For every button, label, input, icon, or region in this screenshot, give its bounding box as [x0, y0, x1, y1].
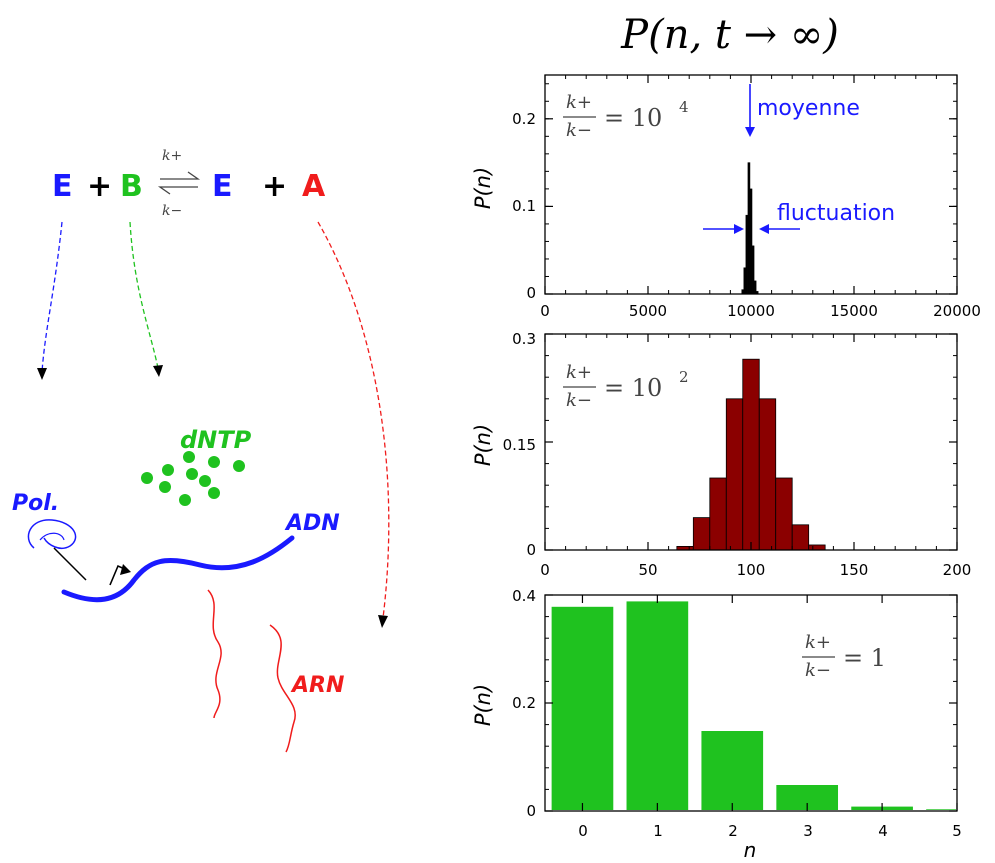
dntp-label: dNTP — [180, 426, 252, 454]
reaction-a: A — [302, 169, 326, 204]
panel-3-xtick-label: 4 — [878, 822, 888, 840]
panel-2-ratio-label: k+ k− = 10 2 — [563, 362, 689, 411]
panel-2-xtick-label: 0 — [540, 561, 550, 579]
panel-2-bar — [725, 398, 744, 551]
panel-3-bar — [699, 729, 766, 812]
rate-k-plus: k+ — [162, 148, 182, 164]
panel-3-xtick-label: 2 — [728, 822, 738, 840]
chart-marks — [544, 74, 958, 813]
panel-1-bar — [747, 162, 751, 295]
panel-1-bar — [749, 188, 753, 295]
panel-2-ratio-num: k+ — [566, 362, 592, 383]
panel-2-ytick-label: 0.3 — [512, 330, 536, 348]
arrow-e-to-pol — [41, 221, 63, 373]
panel-1-ytick-label: 0.1 — [512, 197, 536, 215]
panel-3-ytick-label: 0.4 — [512, 587, 536, 605]
reaction-plus1: + — [87, 169, 112, 204]
panel-1-bar — [745, 214, 749, 295]
fluctuation-label: fluctuation — [777, 201, 895, 226]
reaction-b: B — [120, 169, 143, 204]
panel-2-ytick-label: 0 — [526, 541, 536, 559]
fluctuation-annotation: fluctuation — [703, 201, 895, 234]
panel-2-bar — [808, 544, 826, 551]
panel-2-bar — [791, 524, 810, 551]
panel-2-bar — [742, 358, 760, 551]
panel-1-ratio-exp: 4 — [679, 98, 689, 116]
panel-3-ratio-rhs: = 1 — [843, 644, 886, 672]
panel-2-xtick-label: 50 — [638, 561, 657, 579]
dntp-dots — [141, 451, 245, 506]
panel-1-xtick-label: 10000 — [727, 302, 775, 320]
rna-strand-1 — [207, 589, 222, 719]
panel-2-ylabel: P(n) — [471, 424, 495, 466]
panel-1-xtick-label: 15000 — [830, 302, 878, 320]
dna-strand — [61, 535, 295, 603]
panel-2-bar — [692, 517, 711, 551]
panel-1-xtick-label: 5000 — [629, 302, 667, 320]
panel-1-bar — [753, 280, 757, 295]
arrow-b-to-dntp — [129, 221, 159, 369]
arn-label: ARN — [290, 673, 344, 698]
panel-2-xtick-label: 100 — [737, 561, 766, 579]
arrow-b-head-icon — [153, 365, 163, 377]
rate-k-minus: k− — [162, 203, 182, 219]
panel-3-ratio-num: k+ — [805, 632, 831, 653]
panel-1-ratio-rhs: = 10 — [604, 104, 662, 132]
panel-3-ytick-label: 0 — [526, 802, 536, 820]
panel-1-bar — [743, 267, 747, 295]
panel-3-xtick-label: 1 — [653, 822, 663, 840]
arrow-a-to-arn — [317, 221, 390, 619]
panel-3-ytick-label: 0.2 — [512, 694, 536, 712]
reaction-scheme: E + B k+ k− E + A dNTP Pol. ADN — [12, 148, 390, 753]
panel-2-bar — [775, 477, 793, 551]
panel-3-ylabel: P(n) — [471, 684, 495, 726]
panel-3-bar — [549, 604, 616, 812]
panel-3-ratio-den: k− — [805, 660, 831, 681]
panel-1-xtick-label: 0 — [540, 302, 550, 320]
panel-1-ratio-den: k− — [566, 120, 592, 141]
panel-2-ratio-den: k− — [566, 390, 592, 411]
arrow-a-head-icon — [378, 615, 388, 628]
adn-label: ADN — [284, 511, 340, 536]
panel-2-bar — [709, 477, 727, 551]
reaction-plus2: + — [262, 169, 287, 204]
reaction-e1: E — [52, 169, 73, 204]
panel-3-bar — [624, 599, 691, 813]
chart-title: P(n, t → ∞) — [620, 12, 839, 58]
panel-2: P(n) 0 0.15 0.3 0 50 100 150 200 k+ k− =… — [471, 330, 971, 579]
panel-3-xtick-label: 3 — [803, 822, 813, 840]
pol-label: Pol. — [12, 491, 59, 516]
equilibrium-arrows-icon — [157, 171, 201, 195]
panel-2-xtick-label: 200 — [943, 561, 972, 579]
panel-1-ratio-num: k+ — [566, 92, 592, 113]
panel-1-bar — [741, 289, 745, 295]
panel-2-bar — [758, 398, 777, 551]
moyenne-label: moyenne — [757, 96, 860, 121]
panel-2-ytick-label: 0.15 — [503, 436, 536, 454]
panel-1-bar — [751, 245, 755, 295]
panel-2-ratio-exp: 2 — [679, 368, 689, 386]
panel-2-xtick-label: 150 — [840, 561, 869, 579]
panel-1-ylabel: P(n) — [471, 167, 495, 209]
arrow-e-head-icon — [37, 368, 47, 380]
reaction-e2: E — [212, 169, 233, 204]
panel-3-xlabel: n — [744, 838, 757, 862]
panel-3-xtick-label: 5 — [952, 822, 962, 840]
panel-3-xtick-label: 0 — [578, 822, 588, 840]
panel-3: P(n) 0 0.2 0.4 0 1 2 3 4 5 n k+ k− = 1 — [471, 587, 962, 862]
panel-1-ytick-label: 0 — [526, 284, 536, 302]
panel-3-ratio-label: k+ k− = 1 — [802, 632, 886, 681]
panel-1-ytick-label: 0.2 — [512, 110, 536, 128]
panel-2-ratio-rhs: = 10 — [604, 374, 662, 402]
panel-1: P(n) 0 0.1 0.2 0 5000 10000 15000 20000 … — [471, 84, 981, 320]
moyenne-annotation: moyenne — [745, 84, 860, 137]
transcription-start-icon — [109, 564, 131, 586]
polymerase-icon — [27, 519, 87, 581]
panel-1-xtick-label: 20000 — [933, 302, 981, 320]
panel-1-ratio-label: k+ k− = 10 4 — [563, 92, 689, 141]
rna-strand-2 — [269, 624, 296, 753]
